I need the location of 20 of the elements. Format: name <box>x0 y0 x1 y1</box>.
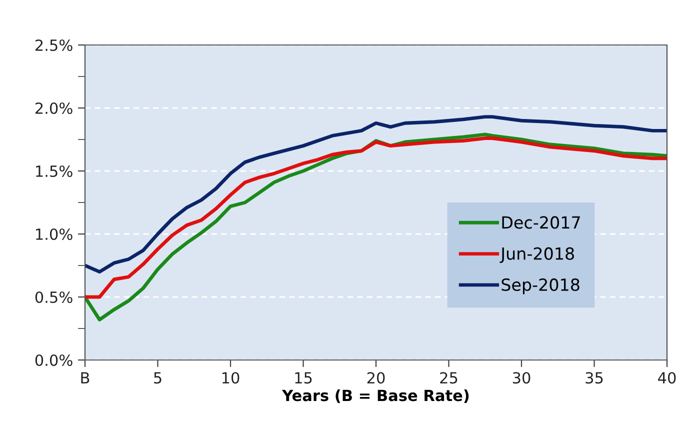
x-tick-label: B <box>81 372 90 384</box>
y-tick-label: 1.5% <box>36 165 72 178</box>
x-tick-label: 15 <box>295 372 312 384</box>
legend-label: Dec-2017 <box>502 216 580 229</box>
x-tick-label: 25 <box>440 372 458 384</box>
line-series <box>85 115 667 274</box>
x-tick-label: 30 <box>512 372 530 384</box>
legend-label: Sep-2018 <box>502 278 580 294</box>
x-tick-label: 20 <box>367 372 385 384</box>
x-tick-label: 10 <box>222 372 240 384</box>
y-tick-label: 2.5% <box>36 39 72 52</box>
legend-label: Jun-2018 <box>500 247 574 263</box>
x-axis-title: Years (B = Base Rate) <box>282 389 469 403</box>
x-tick-label: 40 <box>658 372 676 384</box>
x-tick-label: 5 <box>154 372 162 384</box>
x-tick-label: 35 <box>586 372 603 384</box>
y-tick-label: 0.5% <box>35 291 72 304</box>
y-tick-label: 2.0% <box>36 102 72 114</box>
y-tick-label: 0.0% <box>35 354 72 366</box>
y-tick-label: 1.0% <box>36 228 72 240</box>
